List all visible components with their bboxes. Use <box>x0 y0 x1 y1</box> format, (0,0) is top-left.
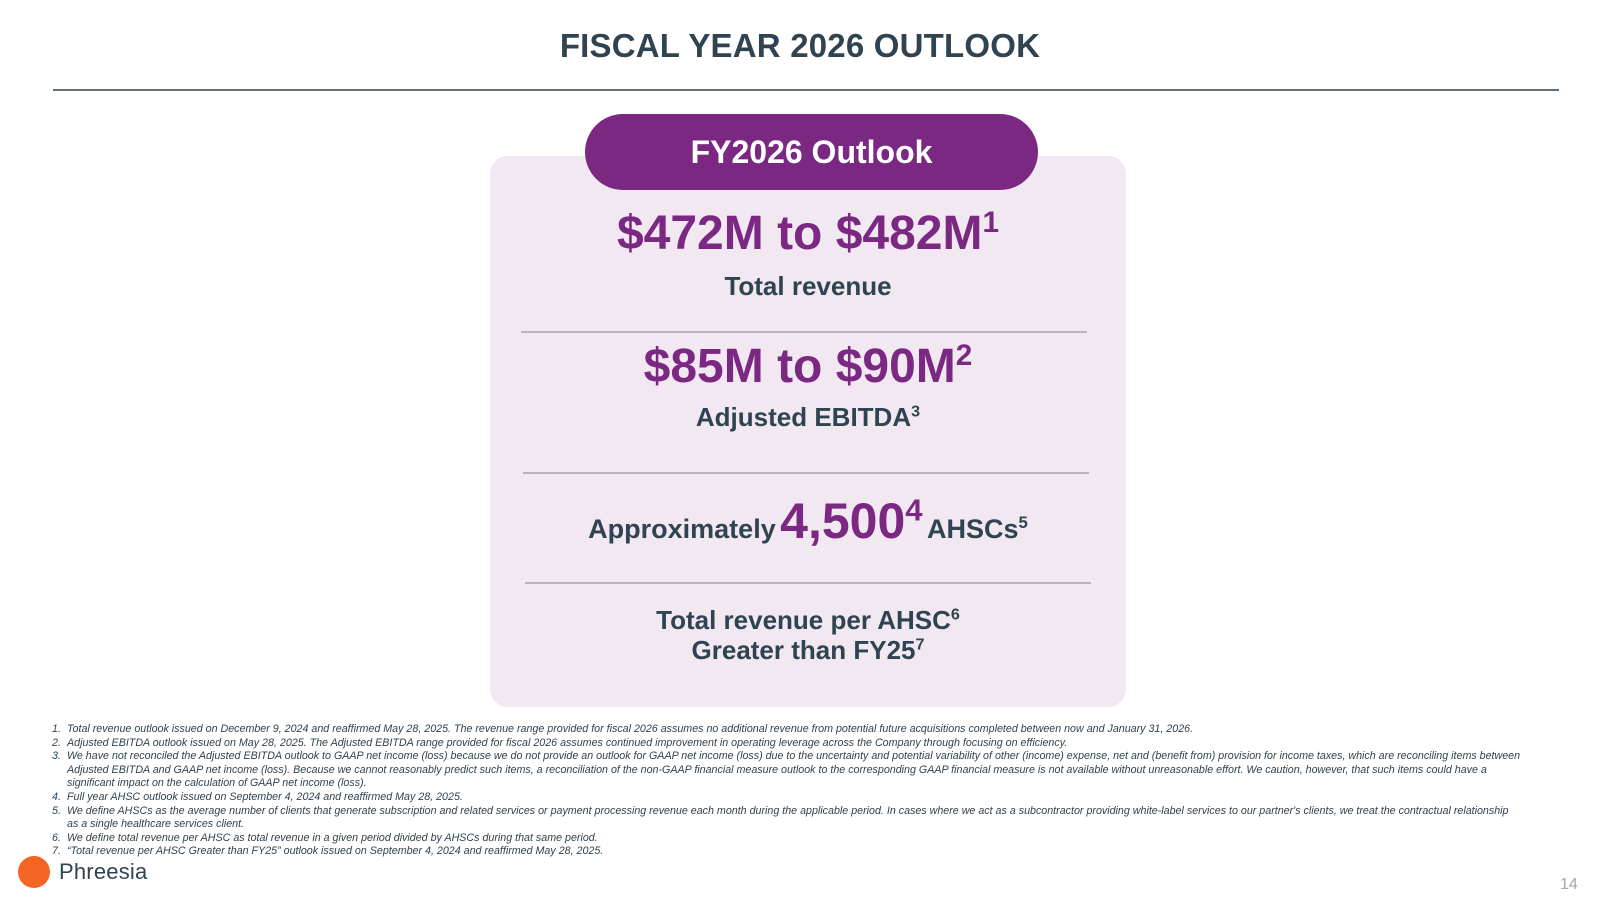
phreesia-logo: Phreesia <box>18 855 147 889</box>
footnote-text: We have not reconciled the Adjusted EBIT… <box>67 750 1521 790</box>
ahsc-suffix: AHSCs5 <box>927 514 1028 544</box>
footnote-number: 6. <box>52 831 61 844</box>
footnote-text: We define total revenue per AHSC as tota… <box>67 831 598 844</box>
rev-per-ahsc-line1: Total revenue per AHSC6 <box>490 605 1126 636</box>
ahsc-value-footnote-ref: 4 <box>905 492 923 528</box>
card-divider-1 <box>521 331 1087 333</box>
slide-title: FISCAL YEAR 2026 OUTLOOK <box>559 27 1041 64</box>
footnote-text: Full year AHSC outlook issued on Septemb… <box>67 790 463 803</box>
ahsc-suffix-text: AHSCs <box>927 514 1019 544</box>
ebitda-label-row: Adjusted EBITDA3 <box>490 402 1126 433</box>
revenue-value: $472M to $482M <box>616 207 983 260</box>
footnote-text: “Total revenue per AHSC Greater than FY2… <box>67 845 604 858</box>
footnote-text: We define AHSCs as the average number of… <box>67 804 1509 831</box>
revenue-footnote-ref: 1 <box>982 206 1000 239</box>
footnote-item: 3. We have not reconciled the Adjusted EB… <box>52 750 1522 791</box>
rev-per-ahsc-line1-footnote-ref: 6 <box>950 605 960 624</box>
revenue-value-row: $472M to $482M1 <box>490 206 1126 261</box>
footnote-text: Adjusted EBITDA outlook issued on May 28… <box>67 736 1068 749</box>
ahsc-row: Approximately 4,5004 AHSCs5 <box>490 492 1126 550</box>
footnote-item: 7. “Total revenue per AHSC Greater than F… <box>52 845 1522 859</box>
footnote-item: 4. Full year AHSC outlook issued on Septe… <box>52 791 1522 805</box>
footnote-number: 2. <box>52 736 61 749</box>
footnote-item: 5. We define AHSCs as the average number … <box>52 805 1522 832</box>
footnotes: 1. Total revenue outlook issued on Decemb… <box>52 723 1522 859</box>
revenue-label: Total revenue <box>724 271 892 301</box>
ebitda-value: $85M to $90M <box>643 340 956 393</box>
footnote-number: 5. <box>52 804 61 817</box>
footnote-number: 7. <box>52 845 61 858</box>
rev-per-ahsc-line2: Greater than FY257 <box>490 635 1126 666</box>
logo-wordmark: Phreesia <box>59 859 148 884</box>
ebitda-label-footnote-ref: 3 <box>911 402 921 421</box>
ahsc-number: 4,500 <box>780 493 906 549</box>
footnote-number: 4. <box>52 790 61 803</box>
ebitda-label: Adjusted EBITDA <box>695 402 912 432</box>
rev-per-ahsc-line2-footnote-ref: 7 <box>915 635 925 654</box>
rev-per-ahsc-line2-text: Greater than FY25 <box>691 635 916 665</box>
footnote-number: 3. <box>52 750 61 763</box>
footnote-item: 2. Adjusted EBITDA outlook issued on May … <box>52 737 1522 751</box>
footnote-item: 6. We define total revenue per AHSC as to… <box>52 832 1522 846</box>
footnote-text: Total revenue outlook issued on December… <box>67 723 1194 735</box>
card-divider-2 <box>523 472 1089 474</box>
footnote-number: 1. <box>52 723 61 735</box>
logo-dot-icon <box>18 856 50 888</box>
outlook-header-pill: FY2026 Outlook <box>585 114 1038 190</box>
ahsc-value: 4,5004 <box>780 493 922 549</box>
ahsc-prefix: Approximately <box>588 514 776 544</box>
outlook-card <box>490 156 1126 707</box>
ebitda-footnote-ref: 2 <box>955 339 973 372</box>
page-number: 14 <box>1560 876 1578 893</box>
title-divider <box>53 89 1559 91</box>
rev-per-ahsc-line1-text: Total revenue per AHSC <box>656 605 951 635</box>
ahsc-suffix-footnote-ref: 5 <box>1018 513 1028 532</box>
card-divider-3 <box>525 582 1091 584</box>
ebitda-value-row: $85M to $90M2 <box>490 339 1126 394</box>
footnote-item: 1. Total revenue outlook issued on Decemb… <box>52 723 1522 737</box>
